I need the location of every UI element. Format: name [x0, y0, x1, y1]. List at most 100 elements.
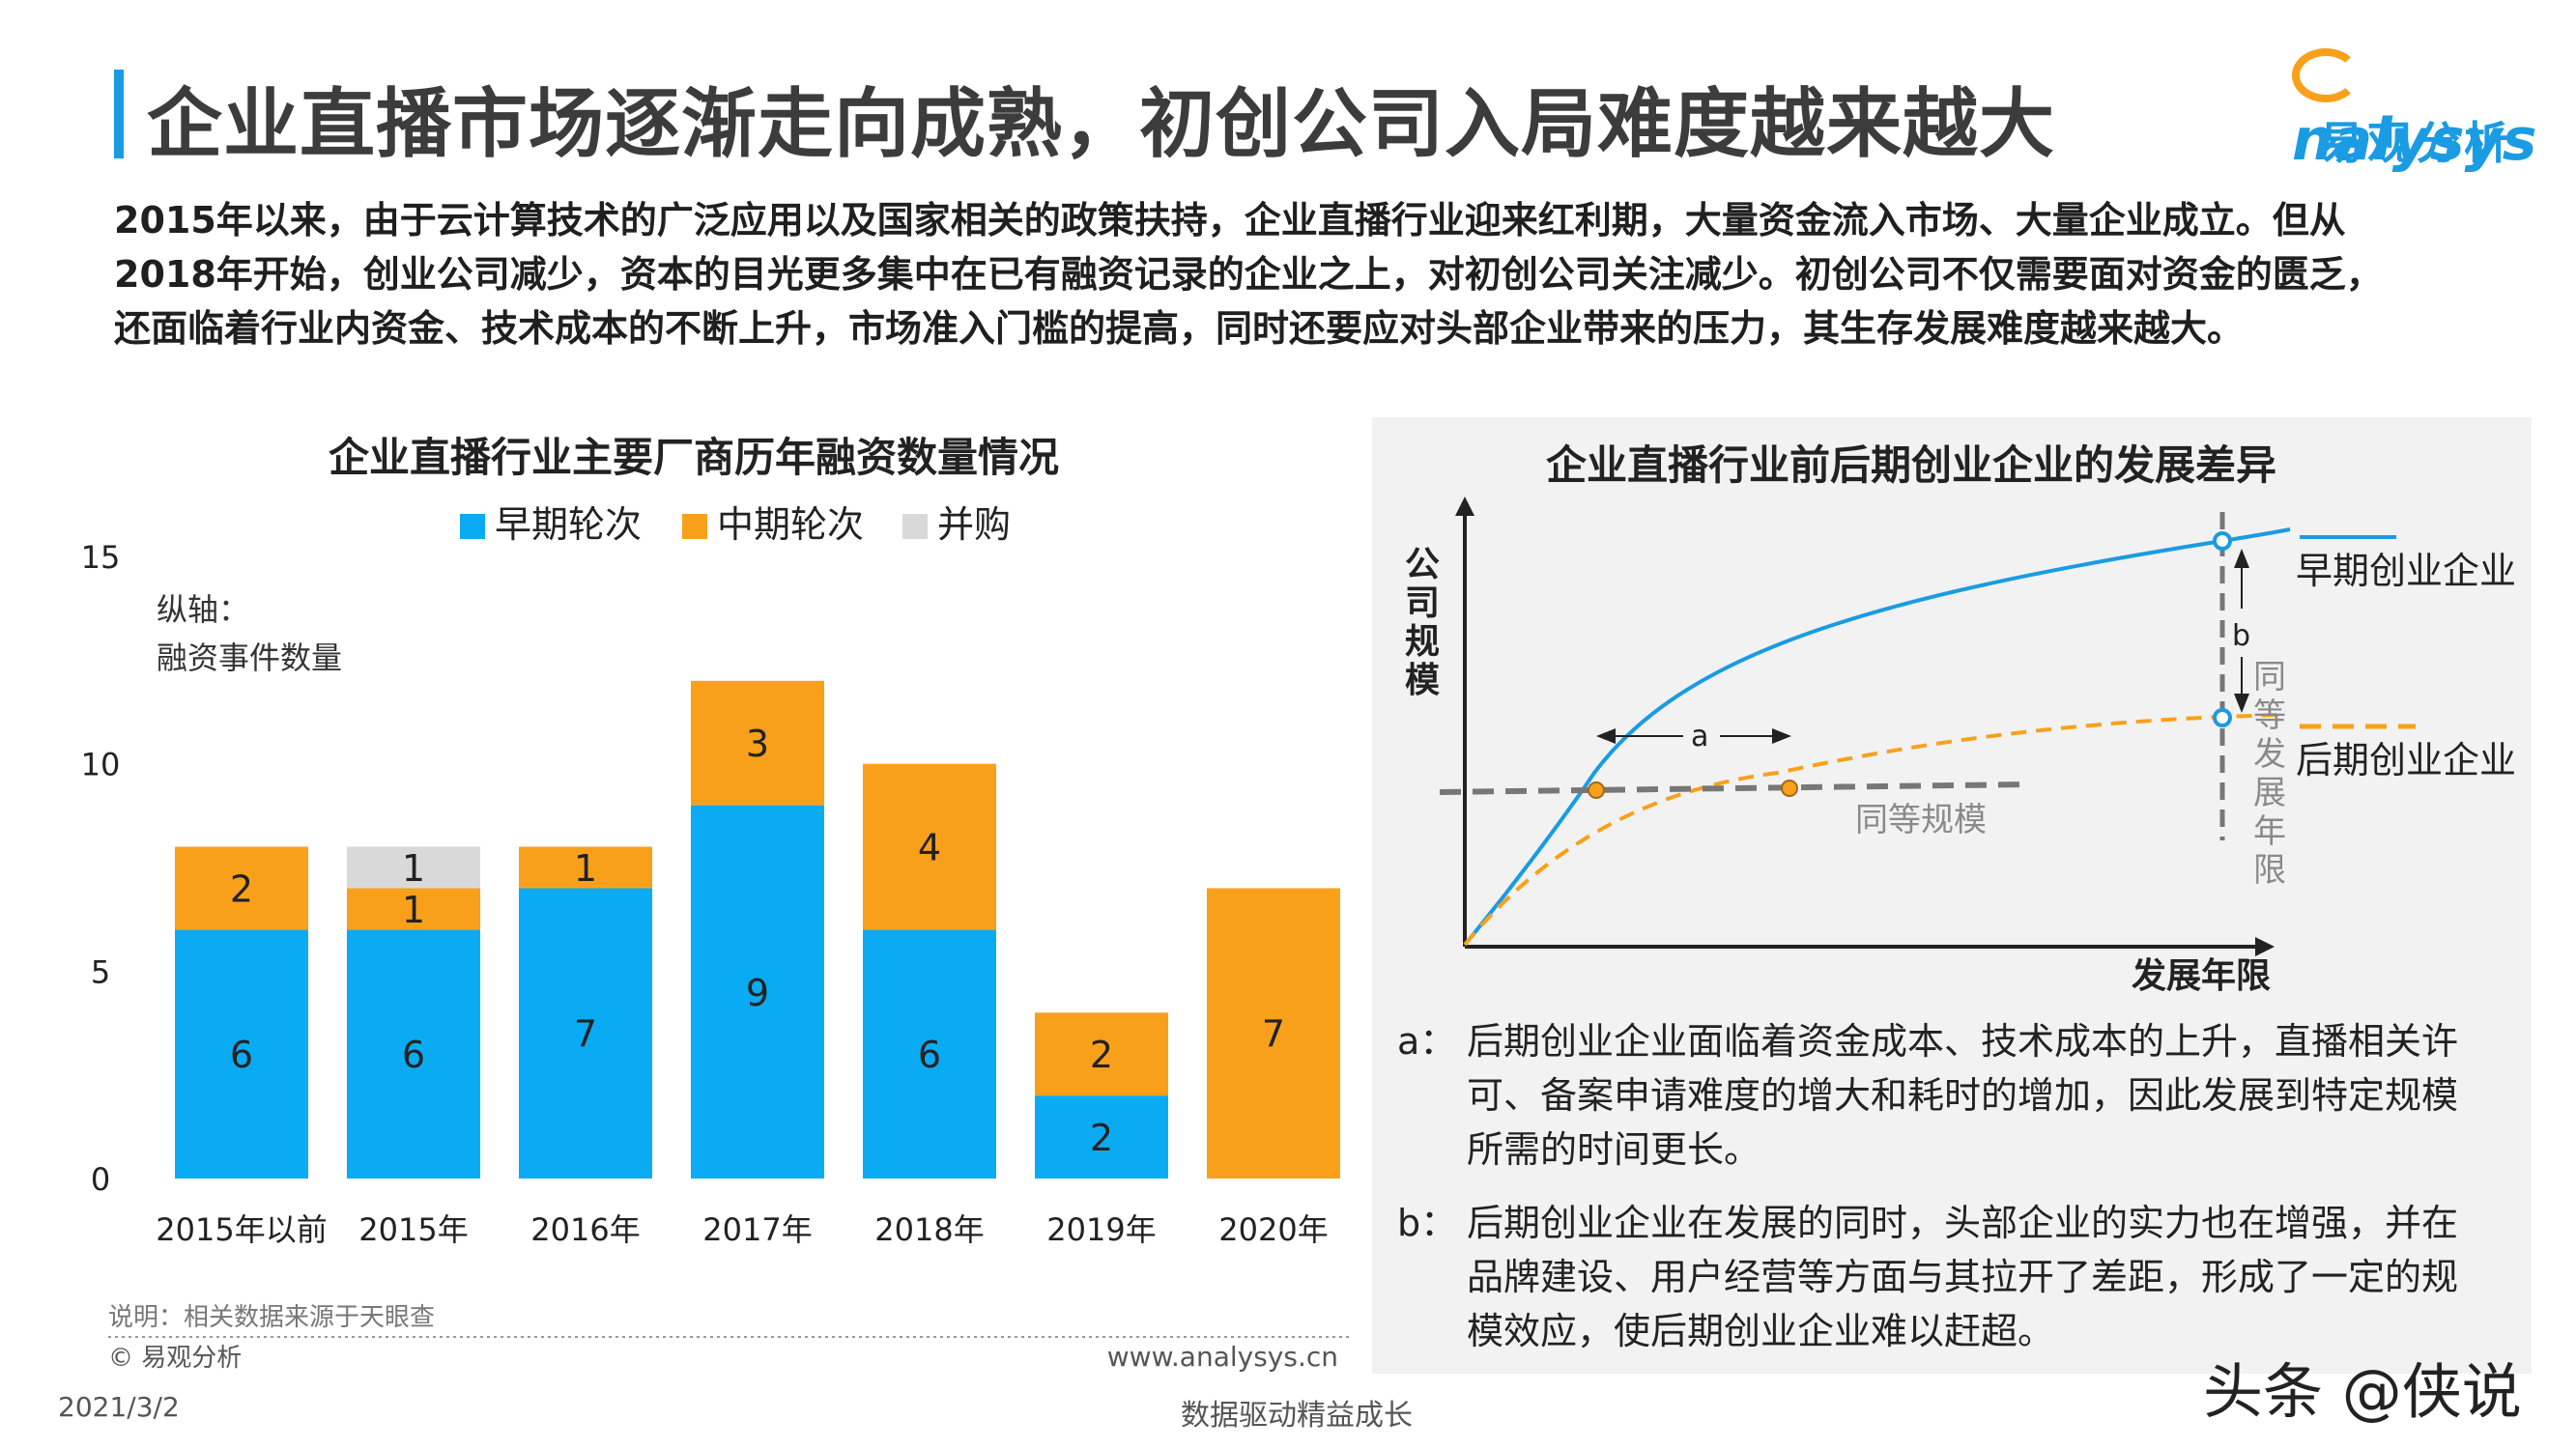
axis-note-2: 融资事件数量 — [157, 639, 342, 676]
note-a-key: a： — [1397, 1020, 1457, 1063]
y-label-char: 司 — [1405, 583, 1440, 623]
legend-swatch-ma — [902, 514, 928, 539]
equal-scale-line — [1439, 781, 2030, 795]
x-category-label: 2015年以前 — [156, 1211, 327, 1248]
bar-value-label: 9 — [746, 972, 769, 1014]
x-axis-arrow-icon — [2255, 937, 2275, 956]
copyright: © 易观分析 — [108, 1344, 242, 1373]
left-chart-title: 企业直播行业主要厂商历年融资数量情况 — [329, 434, 1060, 481]
note-b-line: 模效应，使后期创业企业难以赶超。 — [1467, 1310, 2055, 1352]
x-category-label: 2018年 — [874, 1211, 984, 1248]
early-curve — [1463, 527, 2291, 947]
bar-mid — [175, 846, 308, 930]
legend-label-ma: 并购 — [937, 503, 1011, 546]
y-tick-label: 0 — [91, 1161, 110, 1198]
legend-swatch-mid — [682, 514, 707, 539]
bar-early — [519, 888, 652, 1179]
equal-years-char: 同 — [2253, 658, 2286, 696]
bar-early — [175, 929, 308, 1179]
y-tick-label: 5 — [91, 953, 110, 990]
x-category-label: 2016年 — [530, 1211, 640, 1248]
bar-value-label: 3 — [746, 723, 769, 765]
bar-value-label: 6 — [230, 1034, 253, 1076]
analysys-logo: nalysys — [2292, 39, 2576, 174]
point-early-equal-scale — [1588, 781, 1605, 799]
y-label-char: 公 — [1405, 545, 1440, 584]
intro-text: 2015年以来，由于云计算技术的广泛应用以及国家相关的政策扶持，企业直播行业迎来… — [114, 193, 2510, 355]
x-category-label: 2015年 — [358, 1211, 468, 1248]
point-early-equal-years — [2213, 531, 2232, 551]
legend-early: 早期创业企业 — [2296, 550, 2516, 592]
intro-line: 2018年开始，创业公司减少，资本的目光更多集中在已有融资记录的企业之上，对初创… — [114, 253, 2383, 296]
bar-value-label: 4 — [918, 827, 941, 869]
point-later-equal-years — [2213, 708, 2232, 727]
bar-value-label: 6 — [402, 1034, 425, 1076]
title-accent-bar — [114, 70, 124, 158]
label-a: a — [1691, 720, 1708, 753]
equal-years-char: 展 — [2253, 774, 2286, 812]
bar-mid — [1035, 1012, 1168, 1096]
legend-swatch-early — [460, 514, 485, 539]
page-title: 企业直播市场逐渐走向成熟，初创公司入局难度越来越大 — [147, 81, 2056, 168]
arrow-a-left-head-icon — [1596, 728, 1616, 744]
bar-value-label: 2 — [1090, 1034, 1113, 1076]
bar-early — [1035, 1095, 1168, 1179]
equal-years-char: 等 — [2253, 696, 2286, 735]
bar-value-label: 2 — [1090, 1117, 1113, 1159]
bar-early — [347, 929, 480, 1179]
bar-mid — [347, 888, 480, 930]
source-note: 说明：相关数据来源于天眼查 — [108, 1303, 435, 1332]
legend-label-early: 早期轮次 — [495, 503, 642, 546]
y-tick-label: 15 — [81, 539, 121, 576]
bar-mid — [519, 846, 652, 889]
bar-value-label: 2 — [230, 867, 253, 910]
right-panel — [1372, 417, 2532, 1374]
y-axis-label: 公 司 规 模 — [1405, 545, 1440, 700]
logo-text: nalysys — [2292, 106, 2537, 174]
y-ticks: 0 5 10 15 — [81, 539, 121, 1198]
x-category-label: 2019年 — [1046, 1211, 1156, 1248]
right-chart-title: 企业直播行业前后期创业企业的发展差异 — [1546, 441, 2277, 489]
arrow-a-right-head-icon — [1772, 728, 1791, 744]
intro-line: 2015年以来，由于云计算技术的广泛应用以及国家相关的政策扶持，企业直播行业迎来… — [114, 199, 2346, 242]
arrow-b-down-head-icon — [2234, 694, 2249, 713]
bar-ma — [347, 846, 480, 889]
x-category-label: 2017年 — [702, 1211, 812, 1248]
bar-mid — [863, 763, 996, 930]
intro-line: 还面临着行业内资金、技术成本的不断上升，市场准入门槛的提高，同时还要应对头部企业… — [114, 307, 2245, 350]
note-a: a： 后期创业企业面临着资金成本、技术成本的上升，直播相关许 可、备案申请难度的… — [1397, 1014, 2518, 1177]
y-label-char: 规 — [1405, 622, 1440, 662]
y-axis-arrow-icon — [1455, 497, 1474, 516]
footer-slogan: 数据驱动精益成长 — [1181, 1399, 1413, 1433]
note-a-line: 可、备案申请难度的增大和耗时的增加，因此发展到特定规模 — [1467, 1074, 2459, 1117]
note-b-line: 后期创业企业在发展的同时，头部企业的实力也在增强，并在 — [1467, 1202, 2459, 1244]
equal-years-char: 限 — [2253, 851, 2286, 890]
bar-mid — [1207, 888, 1340, 1179]
y-tick-label: 10 — [81, 747, 121, 783]
axis-note-1: 纵轴： — [157, 591, 249, 628]
bar-value-label: 7 — [574, 1013, 597, 1056]
legend-label-mid: 中期轮次 — [717, 503, 864, 546]
arrow-b-up-head-icon — [2234, 549, 2249, 568]
website: www.analysys.cn — [1107, 1341, 1338, 1373]
bar-early — [863, 929, 996, 1179]
footer-date: 2021/3/2 — [58, 1391, 180, 1423]
x-categories: 2015年以前 2015年 2016年 2017年 2018年 2019年 2020年 — [156, 1211, 1328, 1248]
equal-years-char: 年 — [2253, 812, 2286, 851]
note-b: b： 后期创业企业在发展的同时，头部企业的实力也在增强，并在 品牌建设、用户经营… — [1397, 1196, 2518, 1358]
bar-mid — [691, 680, 824, 806]
bar-value-label: 7 — [1262, 1013, 1285, 1056]
later-curve — [1463, 713, 2281, 947]
point-later-equal-scale — [1781, 780, 1798, 797]
equal-scale-label: 同等规模 — [1855, 801, 1987, 839]
bar-value-label: 1 — [574, 847, 597, 890]
x-category-label: 2020年 — [1218, 1211, 1328, 1248]
bar-value-label: 1 — [402, 847, 425, 890]
note-a-line: 所需的时间更长。 — [1467, 1128, 1761, 1171]
logo-swoosh-icon — [2292, 48, 2360, 103]
bar-early — [691, 805, 824, 1179]
